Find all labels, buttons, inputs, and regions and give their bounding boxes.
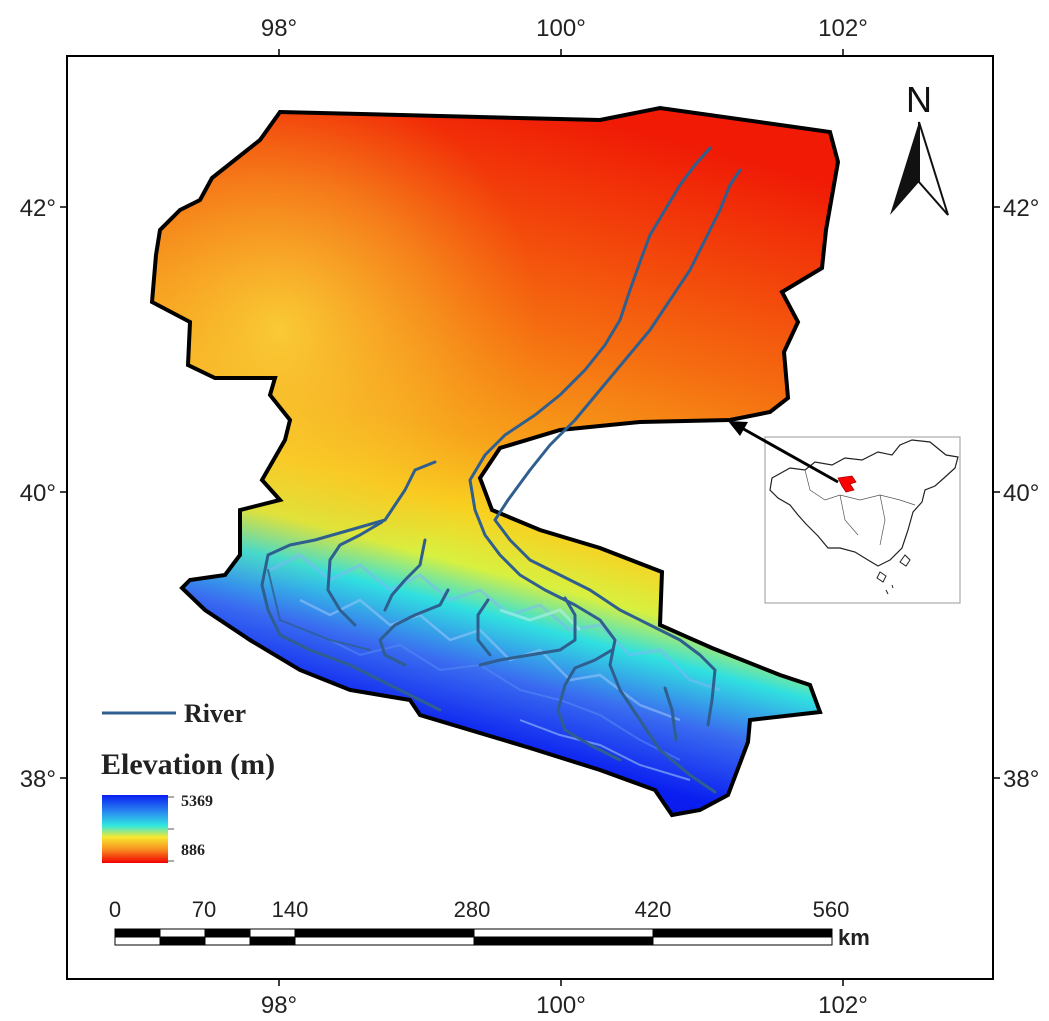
inset-map [764, 436, 961, 604]
scale-label-420: 420 [635, 897, 672, 922]
mountain-texture [269, 553, 721, 781]
river-main-west [468, 146, 717, 794]
legend-elevation-title: Elevation (m) [101, 748, 275, 781]
lat-tick-left-42: 42° [20, 195, 56, 222]
legend: River Elevation (m) 5369 886 [101, 699, 275, 863]
north-arrow: N [890, 79, 949, 216]
scale-label-0: 0 [109, 897, 121, 922]
longitude-ticks-top: 98° 100° 102° [261, 15, 868, 56]
latitude-ticks-right: 42° 40° 38° [993, 195, 1039, 793]
lon-tick-top-102: 102° [818, 15, 868, 42]
legend-elevation-max: 5369 [181, 793, 213, 810]
river-network [260, 146, 742, 794]
scale-bar: 0 70 140 280 420 560 km [109, 897, 870, 950]
china-outline [769, 439, 959, 567]
scale-label-280: 280 [454, 897, 491, 922]
river-trib-9 [267, 569, 371, 651]
river-trib-5 [476, 598, 492, 657]
scale-unit: km [838, 925, 870, 950]
legend-river-label: River [184, 699, 246, 728]
river-main-east [493, 168, 742, 727]
lat-tick-right-42: 42° [1003, 195, 1039, 222]
river-trib-6 [478, 596, 577, 667]
lat-tick-right-40: 40° [1003, 480, 1039, 507]
scale-label-140: 140 [272, 897, 309, 922]
legend-elevation-min: 886 [181, 842, 205, 859]
scale-label-70: 70 [192, 897, 216, 922]
inset-map-frame [764, 436, 961, 604]
longitude-ticks-bottom: 98° 100° 102° [261, 979, 868, 1019]
north-arrow-icon [890, 122, 919, 215]
lon-tick-top-98: 98° [261, 15, 297, 42]
river-trib-7 [663, 686, 678, 742]
scale-label-560: 560 [813, 897, 850, 922]
elevation-color-bar [102, 795, 168, 863]
river-trib-1 [260, 460, 442, 712]
lon-tick-bottom-102: 102° [818, 992, 868, 1019]
lon-tick-bottom-100: 100° [536, 992, 586, 1019]
river-trib-3 [383, 538, 427, 612]
lon-tick-top-100: 100° [536, 15, 586, 42]
lat-tick-left-40: 40° [20, 480, 56, 507]
river-trib-8 [556, 648, 622, 762]
lon-tick-bottom-98: 98° [261, 992, 297, 1019]
locator-arrow [728, 421, 839, 484]
river-trib-2 [326, 520, 384, 627]
river-trib-4 [378, 588, 450, 667]
latitude-ticks-left: 42° 40° 38° [20, 195, 67, 793]
china-islands [876, 554, 911, 595]
inset-province-lines [804, 469, 916, 546]
study-area-highlight [837, 475, 857, 493]
north-label: N [906, 79, 932, 120]
lat-tick-right-38: 38° [1003, 766, 1039, 793]
lat-tick-left-38: 38° [20, 766, 56, 793]
